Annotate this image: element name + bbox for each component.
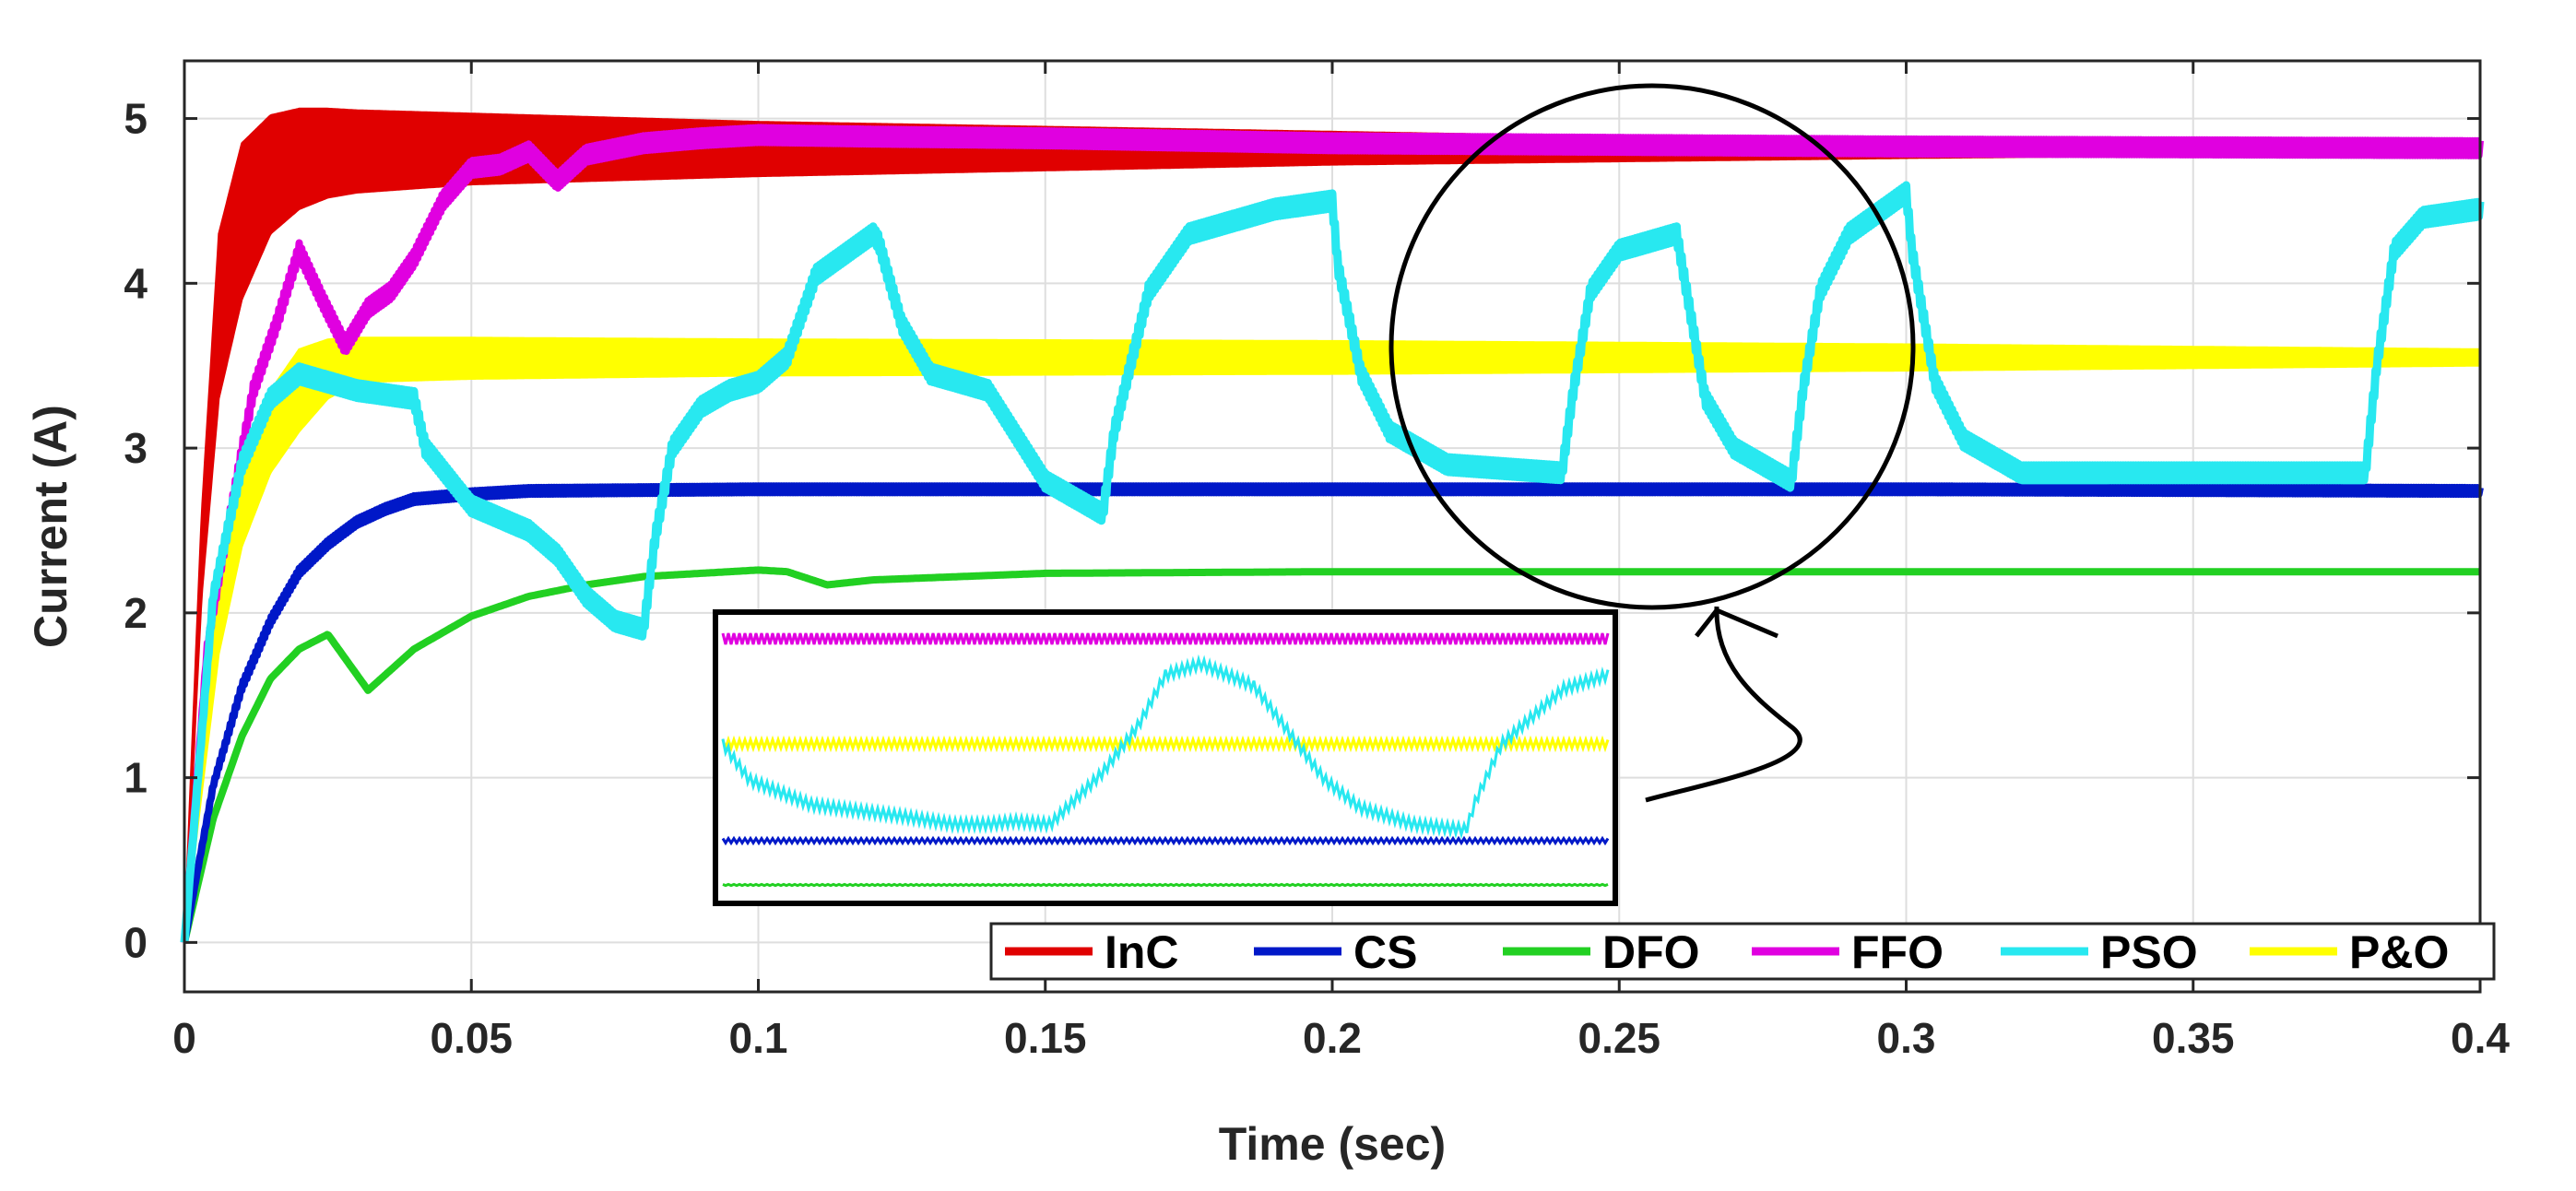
y-axis-label: Current (A)	[25, 405, 77, 648]
x-tick-label: 0.1	[729, 1014, 788, 1062]
y-tick-label: 0	[124, 918, 148, 966]
legend-box	[989, 922, 2496, 981]
inset-cs-line	[721, 835, 1610, 846]
inset-po-line	[721, 735, 1610, 753]
annotation-arrowhead	[1695, 607, 1778, 639]
series-cs-line	[181, 482, 2484, 944]
inset-ffo-line	[721, 632, 1610, 645]
y-tick-label: 2	[124, 589, 148, 637]
x-tick-label: 0.4	[2451, 1014, 2510, 1062]
zoom-circle	[1388, 83, 1916, 610]
inset-zoom-box	[713, 609, 1618, 906]
y-tick-label: 4	[124, 259, 148, 307]
series-dfo-line	[181, 566, 2483, 944]
y-tick-label: 5	[124, 95, 148, 143]
legend-label-pso: PSO	[2100, 926, 2198, 978]
legend-label-ffo: FFO	[1851, 926, 1944, 978]
x-tick-label: 0	[172, 1014, 196, 1062]
series-pso-line	[180, 181, 2485, 943]
ticks: 0 0.05 0.1 0.15 0.2 0.25 0.3 0.35 0.4 0 1 2 3 4 5	[124, 61, 2510, 1062]
x-axis-label: Time (sec)	[1219, 1118, 1446, 1170]
legend-label-po: P&O	[2349, 926, 2449, 978]
series-ffo-line	[181, 124, 2484, 943]
inset-series	[721, 632, 1610, 888]
x-tick-label: 0.3	[1877, 1014, 1936, 1062]
annotation-arrow	[1645, 606, 1802, 803]
inset-background	[713, 609, 1618, 906]
x-tick-label: 0.05	[430, 1014, 513, 1062]
inset-pso-line	[721, 654, 1610, 840]
legend-label-cs: CS	[1353, 926, 1417, 978]
x-tick-label: 0.35	[2152, 1014, 2235, 1062]
series-layer	[180, 107, 2485, 944]
legend-label-inc: InC	[1105, 926, 1179, 978]
legend-label-dfo: DFO	[1602, 926, 1700, 978]
y-tick-label: 1	[124, 754, 148, 802]
inset-dfo-line	[722, 882, 1609, 888]
y-tick-label: 3	[124, 424, 148, 472]
x-tick-label: 0.25	[1578, 1014, 1660, 1062]
x-tick-label: 0.2	[1303, 1014, 1362, 1062]
x-tick-label: 0.15	[1004, 1014, 1087, 1062]
legend: InC CS DFO FFO PSO P&O	[989, 922, 2496, 981]
